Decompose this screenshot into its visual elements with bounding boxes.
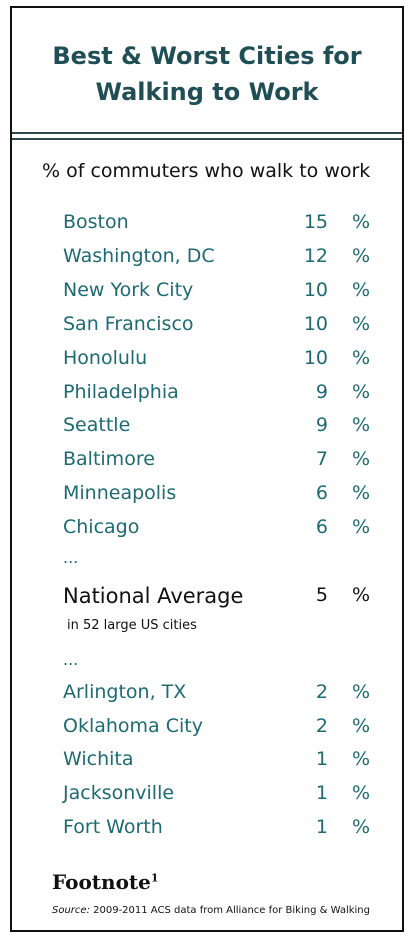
percent-sign: % — [352, 482, 371, 504]
city-name: Wichita — [63, 748, 134, 770]
percent-sign: % — [352, 748, 371, 770]
title-divider-top — [12, 132, 402, 134]
walk-percent-value: 7 — [315, 448, 328, 470]
city-name: Washington, DC — [63, 245, 215, 267]
walk-percent-value: 15 — [303, 211, 328, 233]
title-line-1: Best & Worst Cities for — [52, 42, 362, 70]
chart-title: Best & Worst Cities for Walking to Work — [12, 38, 402, 110]
table-row-worst: Fort Worth 1% — [12, 816, 402, 844]
city-name: Baltimore — [63, 448, 155, 470]
source-label: Source: — [52, 905, 90, 916]
city-name: Fort Worth — [63, 816, 163, 838]
table-row-best: Minneapolis 6% — [12, 482, 402, 510]
ellipsis-upper: ... — [63, 548, 79, 567]
city-name: Minneapolis — [63, 482, 177, 504]
table-row-best: Boston 15% — [12, 211, 402, 239]
title-divider-bottom — [12, 138, 402, 140]
footnote-logo: Footnote1 — [52, 870, 159, 894]
percent-sign: % — [352, 279, 371, 301]
walk-percent-value: 10 — [303, 279, 328, 301]
city-name: National Average — [63, 584, 244, 608]
source-text: 2009-2011 ACS data from Alliance for Bik… — [93, 905, 370, 916]
walk-percent-value: 6 — [315, 482, 328, 504]
percent-sign: % — [352, 448, 371, 470]
average-note: in 52 large US cities — [67, 618, 197, 633]
walk-percent-value: 6 — [315, 516, 328, 538]
city-name: Jacksonville — [63, 782, 175, 804]
city-name: Chicago — [63, 516, 140, 538]
city-name: Honolulu — [63, 347, 148, 369]
table-row-worst: Jacksonville 1% — [12, 782, 402, 810]
percent-sign: % — [352, 681, 371, 703]
percent-sign: % — [352, 381, 371, 403]
walk-percent-value: 5 — [315, 584, 328, 606]
percent-sign: % — [352, 715, 371, 737]
walk-percent-value: 10 — [303, 313, 328, 335]
walk-percent-value: 2 — [315, 715, 328, 737]
infographic-frame: Best & Worst Cities for Walking to Work … — [10, 6, 404, 932]
table-row-best: San Francisco 10% — [12, 313, 402, 341]
percent-sign: % — [352, 816, 371, 838]
walk-percent-value: 10 — [303, 347, 328, 369]
table-row-best: Washington, DC 12% — [12, 245, 402, 273]
city-name: New York City — [63, 279, 194, 301]
logo-text: Footnote — [52, 870, 151, 894]
title-line-2: Walking to Work — [95, 78, 319, 106]
walk-percent-value: 12 — [303, 245, 328, 267]
table-row-best: Honolulu 10% — [12, 347, 402, 375]
ellipsis-lower: ... — [63, 650, 79, 669]
percent-sign: % — [352, 516, 371, 538]
source-note: Source: 2009-2011 ACS data from Alliance… — [52, 905, 370, 916]
percent-sign: % — [352, 584, 371, 606]
walk-percent-value: 9 — [315, 414, 328, 436]
walk-percent-value: 9 — [315, 381, 328, 403]
walk-percent-value: 1 — [315, 816, 328, 838]
table-row-best: Seattle 9% — [12, 414, 402, 442]
city-name: Arlington, TX — [63, 681, 187, 703]
logo-superscript: 1 — [150, 871, 159, 885]
table-row-worst: Arlington, TX 2% — [12, 681, 402, 709]
walk-percent-value: 1 — [315, 748, 328, 770]
table-row-national-average: National Average 5% — [12, 584, 402, 612]
table-row-best: Chicago 6% — [12, 516, 402, 544]
city-name: San Francisco — [63, 313, 194, 335]
table-row-best: New York City 10% — [12, 279, 402, 307]
chart-subtitle: % of commuters who walk to work — [42, 160, 371, 182]
city-name: Oklahoma City — [63, 715, 203, 737]
percent-sign: % — [352, 245, 371, 267]
city-name: Boston — [63, 211, 129, 233]
table-row-worst: Oklahoma City 2% — [12, 715, 402, 743]
table-row-worst: Wichita 1% — [12, 748, 402, 776]
walk-percent-value: 1 — [315, 782, 328, 804]
percent-sign: % — [352, 782, 371, 804]
table-row-best: Philadelphia 9% — [12, 381, 402, 409]
percent-sign: % — [352, 313, 371, 335]
percent-sign: % — [352, 211, 371, 233]
city-name: Philadelphia — [63, 381, 179, 403]
city-name: Seattle — [63, 414, 131, 436]
walk-percent-value: 2 — [315, 681, 328, 703]
percent-sign: % — [352, 414, 371, 436]
table-row-best: Baltimore 7% — [12, 448, 402, 476]
percent-sign: % — [352, 347, 371, 369]
